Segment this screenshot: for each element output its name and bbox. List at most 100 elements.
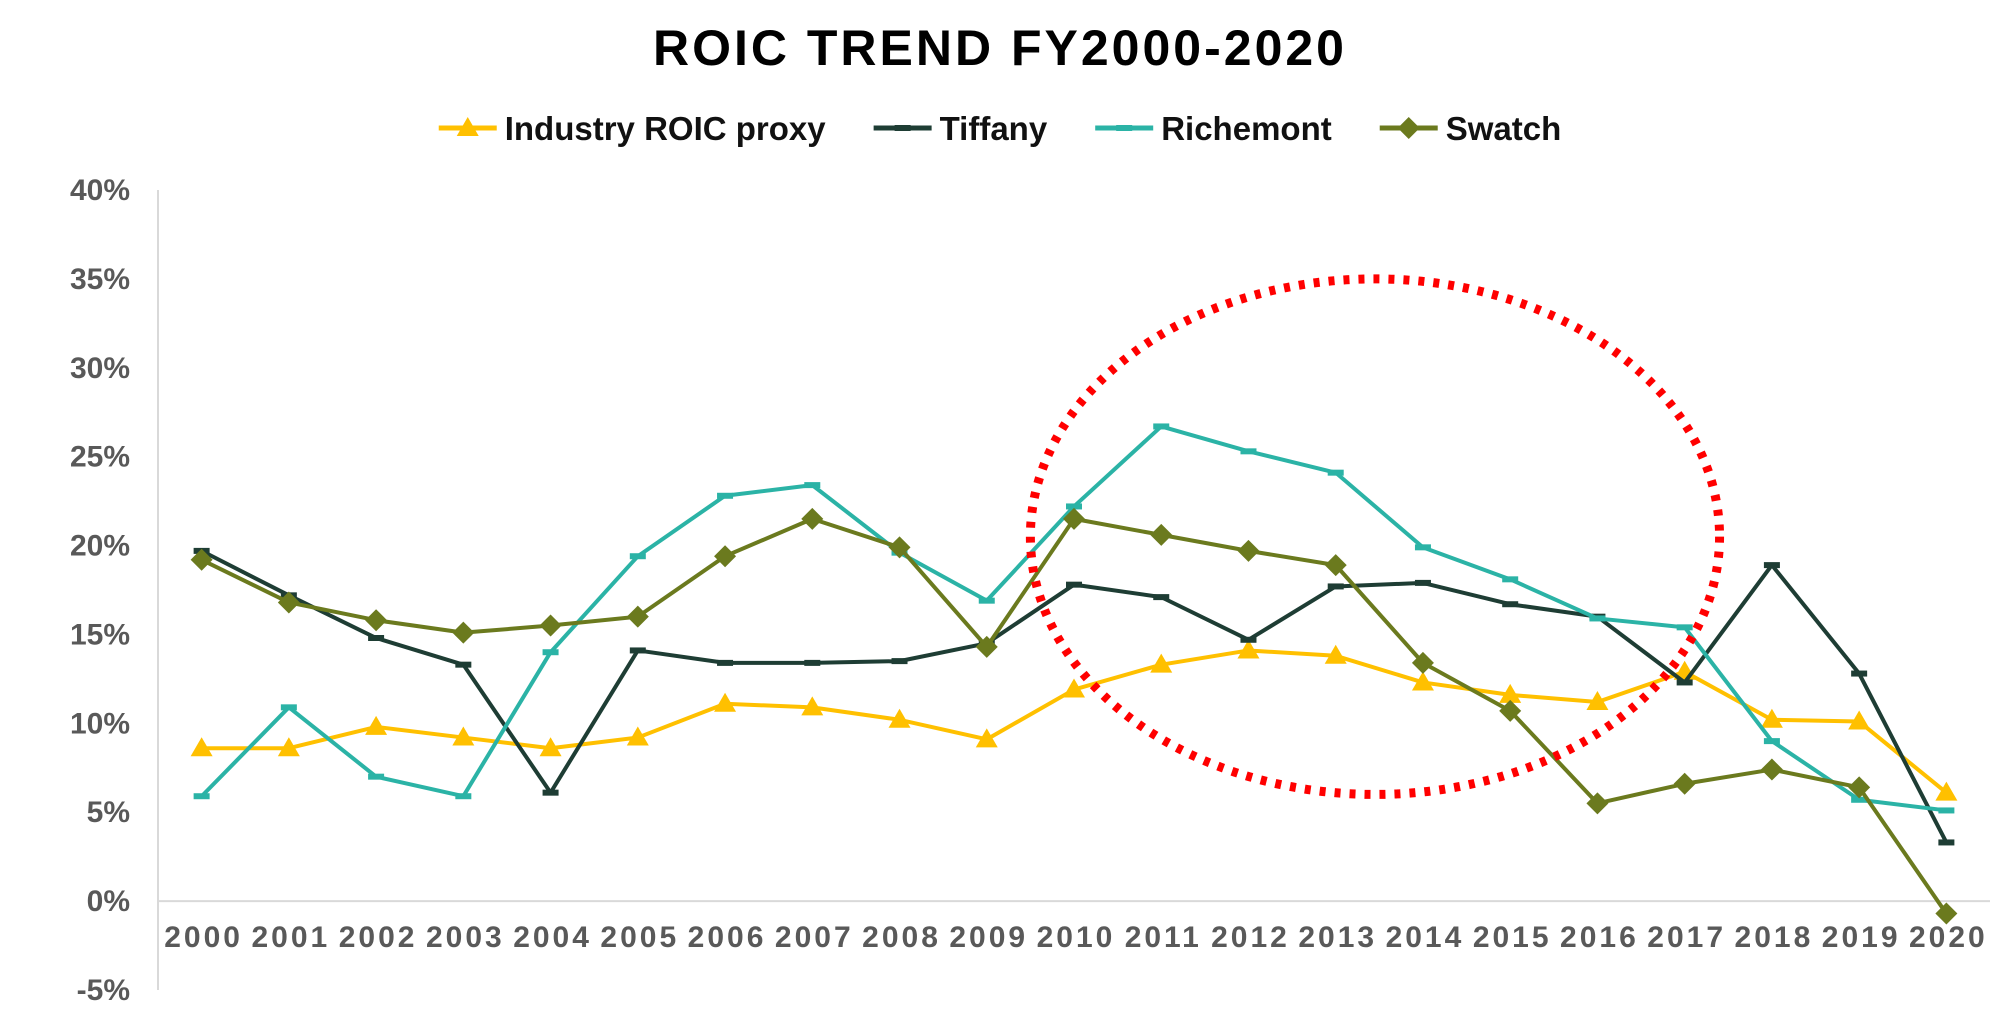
data-point-swatch [1499, 699, 1522, 722]
data-point-tiffany [368, 635, 385, 641]
data-point-tiffany [629, 647, 646, 654]
data-point-industry-roic-proxy [1586, 691, 1609, 710]
data-point-industry-roic-proxy [277, 737, 300, 757]
data-point-richemont [1327, 469, 1344, 476]
x-tick-label: 2016 [1560, 921, 1639, 954]
data-point-industry-roic-proxy [714, 692, 737, 712]
x-tick-label: 2003 [426, 921, 505, 954]
series-swatch [190, 507, 1958, 925]
series-line-richemont [200, 424, 1947, 813]
legend-marker [456, 117, 479, 136]
data-point-tiffany [1676, 679, 1693, 686]
series-line-swatch [200, 516, 1949, 915]
data-point-richemont [1153, 423, 1170, 430]
x-tick-label: 2020 [1909, 921, 1988, 954]
data-point-swatch [1237, 539, 1260, 562]
data-point-richemont [629, 553, 646, 560]
data-point-swatch [1848, 776, 1871, 799]
data-point-tiffany [1240, 636, 1257, 643]
data-point-tiffany [1066, 581, 1082, 588]
data-point-swatch [452, 621, 475, 644]
y-tick-labels: 40% 35% 30% 25% 20% 15% 10% 5% 0% -5% [70, 174, 130, 1007]
x-tick-label: 2019 [1822, 921, 1901, 954]
data-point-industry-roic-proxy [1848, 710, 1871, 730]
data-point-tiffany [542, 789, 559, 796]
data-point-industry-roic-proxy [1150, 653, 1173, 673]
data-point-industry-roic-proxy [539, 737, 562, 757]
data-point-swatch [1324, 554, 1347, 577]
data-point-industry-roic-proxy [1237, 639, 1260, 659]
data-point-richemont [1066, 503, 1082, 510]
x-tick-label: 2001 [251, 921, 330, 954]
data-point-swatch [277, 591, 300, 614]
data-point-richemont [368, 773, 385, 780]
data-point-swatch [365, 609, 388, 632]
x-tick-label: 2017 [1647, 921, 1726, 954]
data-point-tiffany [717, 659, 734, 666]
legend-item-industry-roic-proxy: Industry ROIC proxy [438, 110, 827, 147]
data-point-industry-roic-proxy [1499, 683, 1522, 703]
x-tick-label: 2008 [862, 921, 941, 954]
x-tick-label: 2004 [513, 921, 592, 954]
legend-label: Tiffany [940, 110, 1048, 147]
y-tick-label: 15% [70, 618, 130, 651]
data-point-industry-roic-proxy [1324, 644, 1347, 664]
data-point-swatch [539, 614, 562, 637]
chart-title: ROIC TREND FY2000-2020 [653, 20, 1347, 76]
legend-marker [1116, 125, 1133, 131]
y-tick-label: 25% [70, 441, 130, 474]
series-layer [190, 423, 1958, 925]
data-point-industry-roic-proxy [365, 715, 388, 735]
legend-marker [894, 125, 911, 131]
data-point-richemont [1851, 796, 1868, 803]
data-point-richemont [1676, 624, 1693, 631]
x-tick-label: 2009 [949, 921, 1028, 954]
x-tick-label: 2007 [775, 921, 854, 954]
data-point-richemont [193, 793, 210, 800]
legend: Industry ROIC proxy Tiffany Richemont Swatc… [438, 110, 1562, 147]
data-point-swatch [190, 548, 213, 571]
x-tick-label: 2010 [1037, 921, 1116, 954]
y-tick-label: 0% [87, 885, 130, 918]
x-tick-label: 2002 [339, 921, 418, 954]
data-point-swatch [888, 536, 911, 559]
data-point-richemont [978, 597, 995, 604]
x-tick-label: 2012 [1211, 921, 1290, 954]
legend-label: Richemont [1161, 110, 1332, 147]
data-point-richemont [1763, 738, 1780, 745]
legend-label: Industry ROIC proxy [505, 110, 827, 147]
y-tick-label: 10% [70, 707, 130, 740]
x-tick-label: 2011 [1125, 921, 1202, 954]
x-tick-labels: 2000 2001 2002 2003 2004 2005 2006 2007 2008 2009… [164, 921, 1988, 954]
data-point-richemont [1938, 807, 1955, 814]
data-point-swatch [801, 507, 824, 530]
data-point-tiffany [1851, 670, 1868, 677]
data-point-richemont [717, 492, 734, 499]
data-point-industry-roic-proxy [452, 726, 475, 746]
legend-item-richemont: Richemont [1095, 110, 1332, 147]
y-tick-label: 5% [87, 796, 130, 829]
data-point-swatch [1935, 902, 1958, 925]
data-point-tiffany [1153, 594, 1170, 601]
data-point-swatch [1150, 523, 1173, 546]
data-point-tiffany [1763, 562, 1780, 569]
data-point-swatch [1760, 758, 1783, 781]
x-tick-label: 2006 [688, 921, 767, 954]
y-tick-label: 40% [70, 174, 130, 207]
y-tick-label: 20% [70, 530, 130, 563]
legend-marker [1397, 117, 1420, 139]
data-point-industry-roic-proxy [190, 737, 213, 757]
data-point-swatch [1063, 507, 1085, 530]
data-point-industry-roic-proxy [1411, 671, 1434, 691]
legend-item-swatch: Swatch [1379, 110, 1562, 147]
x-tick-label: 2013 [1298, 921, 1377, 954]
data-point-tiffany [804, 659, 821, 666]
legend-item-tiffany: Tiffany [873, 110, 1048, 147]
data-point-richemont [280, 704, 297, 711]
data-point-industry-roic-proxy [888, 708, 911, 728]
legend-label: Swatch [1446, 110, 1562, 147]
y-tick-label: 30% [70, 352, 130, 385]
y-tick-label: 35% [70, 263, 130, 296]
data-point-richemont [1589, 615, 1606, 622]
